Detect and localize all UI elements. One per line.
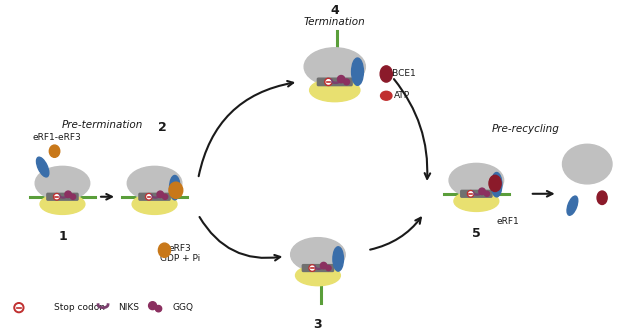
Ellipse shape	[127, 166, 182, 200]
Circle shape	[163, 194, 168, 199]
Circle shape	[148, 302, 156, 310]
Text: 5: 5	[472, 227, 481, 240]
FancyBboxPatch shape	[461, 190, 492, 197]
Text: Termination: Termination	[304, 17, 366, 28]
Ellipse shape	[489, 175, 501, 191]
Text: Pre-recycling: Pre-recycling	[492, 125, 560, 135]
Ellipse shape	[310, 79, 360, 102]
Ellipse shape	[597, 191, 607, 204]
Circle shape	[157, 191, 163, 197]
Text: NIKS: NIKS	[118, 303, 139, 312]
Ellipse shape	[563, 144, 612, 184]
Text: eRF3: eRF3	[169, 244, 192, 253]
Ellipse shape	[40, 194, 85, 214]
Ellipse shape	[304, 48, 365, 86]
Ellipse shape	[35, 166, 90, 200]
Ellipse shape	[132, 194, 177, 214]
Circle shape	[145, 193, 152, 200]
Text: GDP + Pi: GDP + Pi	[160, 254, 201, 263]
Text: Pre-termination: Pre-termination	[61, 121, 143, 131]
Text: 3: 3	[314, 318, 322, 331]
Text: 1: 1	[58, 230, 67, 243]
Ellipse shape	[170, 175, 180, 200]
Circle shape	[147, 195, 151, 199]
Circle shape	[326, 80, 330, 84]
Ellipse shape	[351, 58, 363, 85]
Text: eRF1-eRF3: eRF1-eRF3	[32, 133, 81, 142]
Text: 2: 2	[158, 121, 167, 134]
Circle shape	[326, 265, 331, 271]
Text: ABCE1: ABCE1	[388, 70, 417, 79]
Ellipse shape	[380, 66, 392, 82]
Ellipse shape	[454, 191, 499, 211]
Circle shape	[343, 79, 350, 85]
Circle shape	[65, 191, 71, 197]
Ellipse shape	[381, 91, 392, 100]
Text: ATP: ATP	[394, 91, 410, 100]
Circle shape	[14, 303, 24, 313]
FancyBboxPatch shape	[139, 193, 170, 200]
Circle shape	[479, 188, 485, 194]
Ellipse shape	[333, 247, 343, 271]
Ellipse shape	[449, 164, 504, 197]
Circle shape	[16, 305, 22, 311]
Circle shape	[484, 191, 489, 196]
Circle shape	[468, 190, 474, 197]
Circle shape	[53, 193, 60, 200]
Circle shape	[70, 194, 76, 199]
Ellipse shape	[491, 172, 502, 197]
Text: GGQ: GGQ	[173, 303, 193, 312]
Text: 4: 4	[330, 4, 339, 17]
Circle shape	[337, 76, 345, 83]
FancyBboxPatch shape	[302, 265, 333, 271]
Circle shape	[155, 305, 161, 312]
Ellipse shape	[158, 243, 171, 257]
Ellipse shape	[296, 265, 340, 286]
Circle shape	[310, 266, 314, 270]
Circle shape	[309, 265, 315, 271]
FancyBboxPatch shape	[47, 193, 78, 200]
Ellipse shape	[49, 145, 60, 157]
Circle shape	[55, 195, 59, 199]
Ellipse shape	[37, 157, 49, 177]
Ellipse shape	[567, 196, 578, 215]
Circle shape	[469, 192, 473, 196]
Text: Stop codon: Stop codon	[53, 303, 104, 312]
Circle shape	[320, 262, 327, 269]
Ellipse shape	[291, 238, 345, 271]
FancyBboxPatch shape	[317, 78, 352, 86]
Circle shape	[325, 78, 332, 86]
Text: eRF1: eRF1	[497, 217, 519, 226]
Ellipse shape	[169, 182, 183, 198]
